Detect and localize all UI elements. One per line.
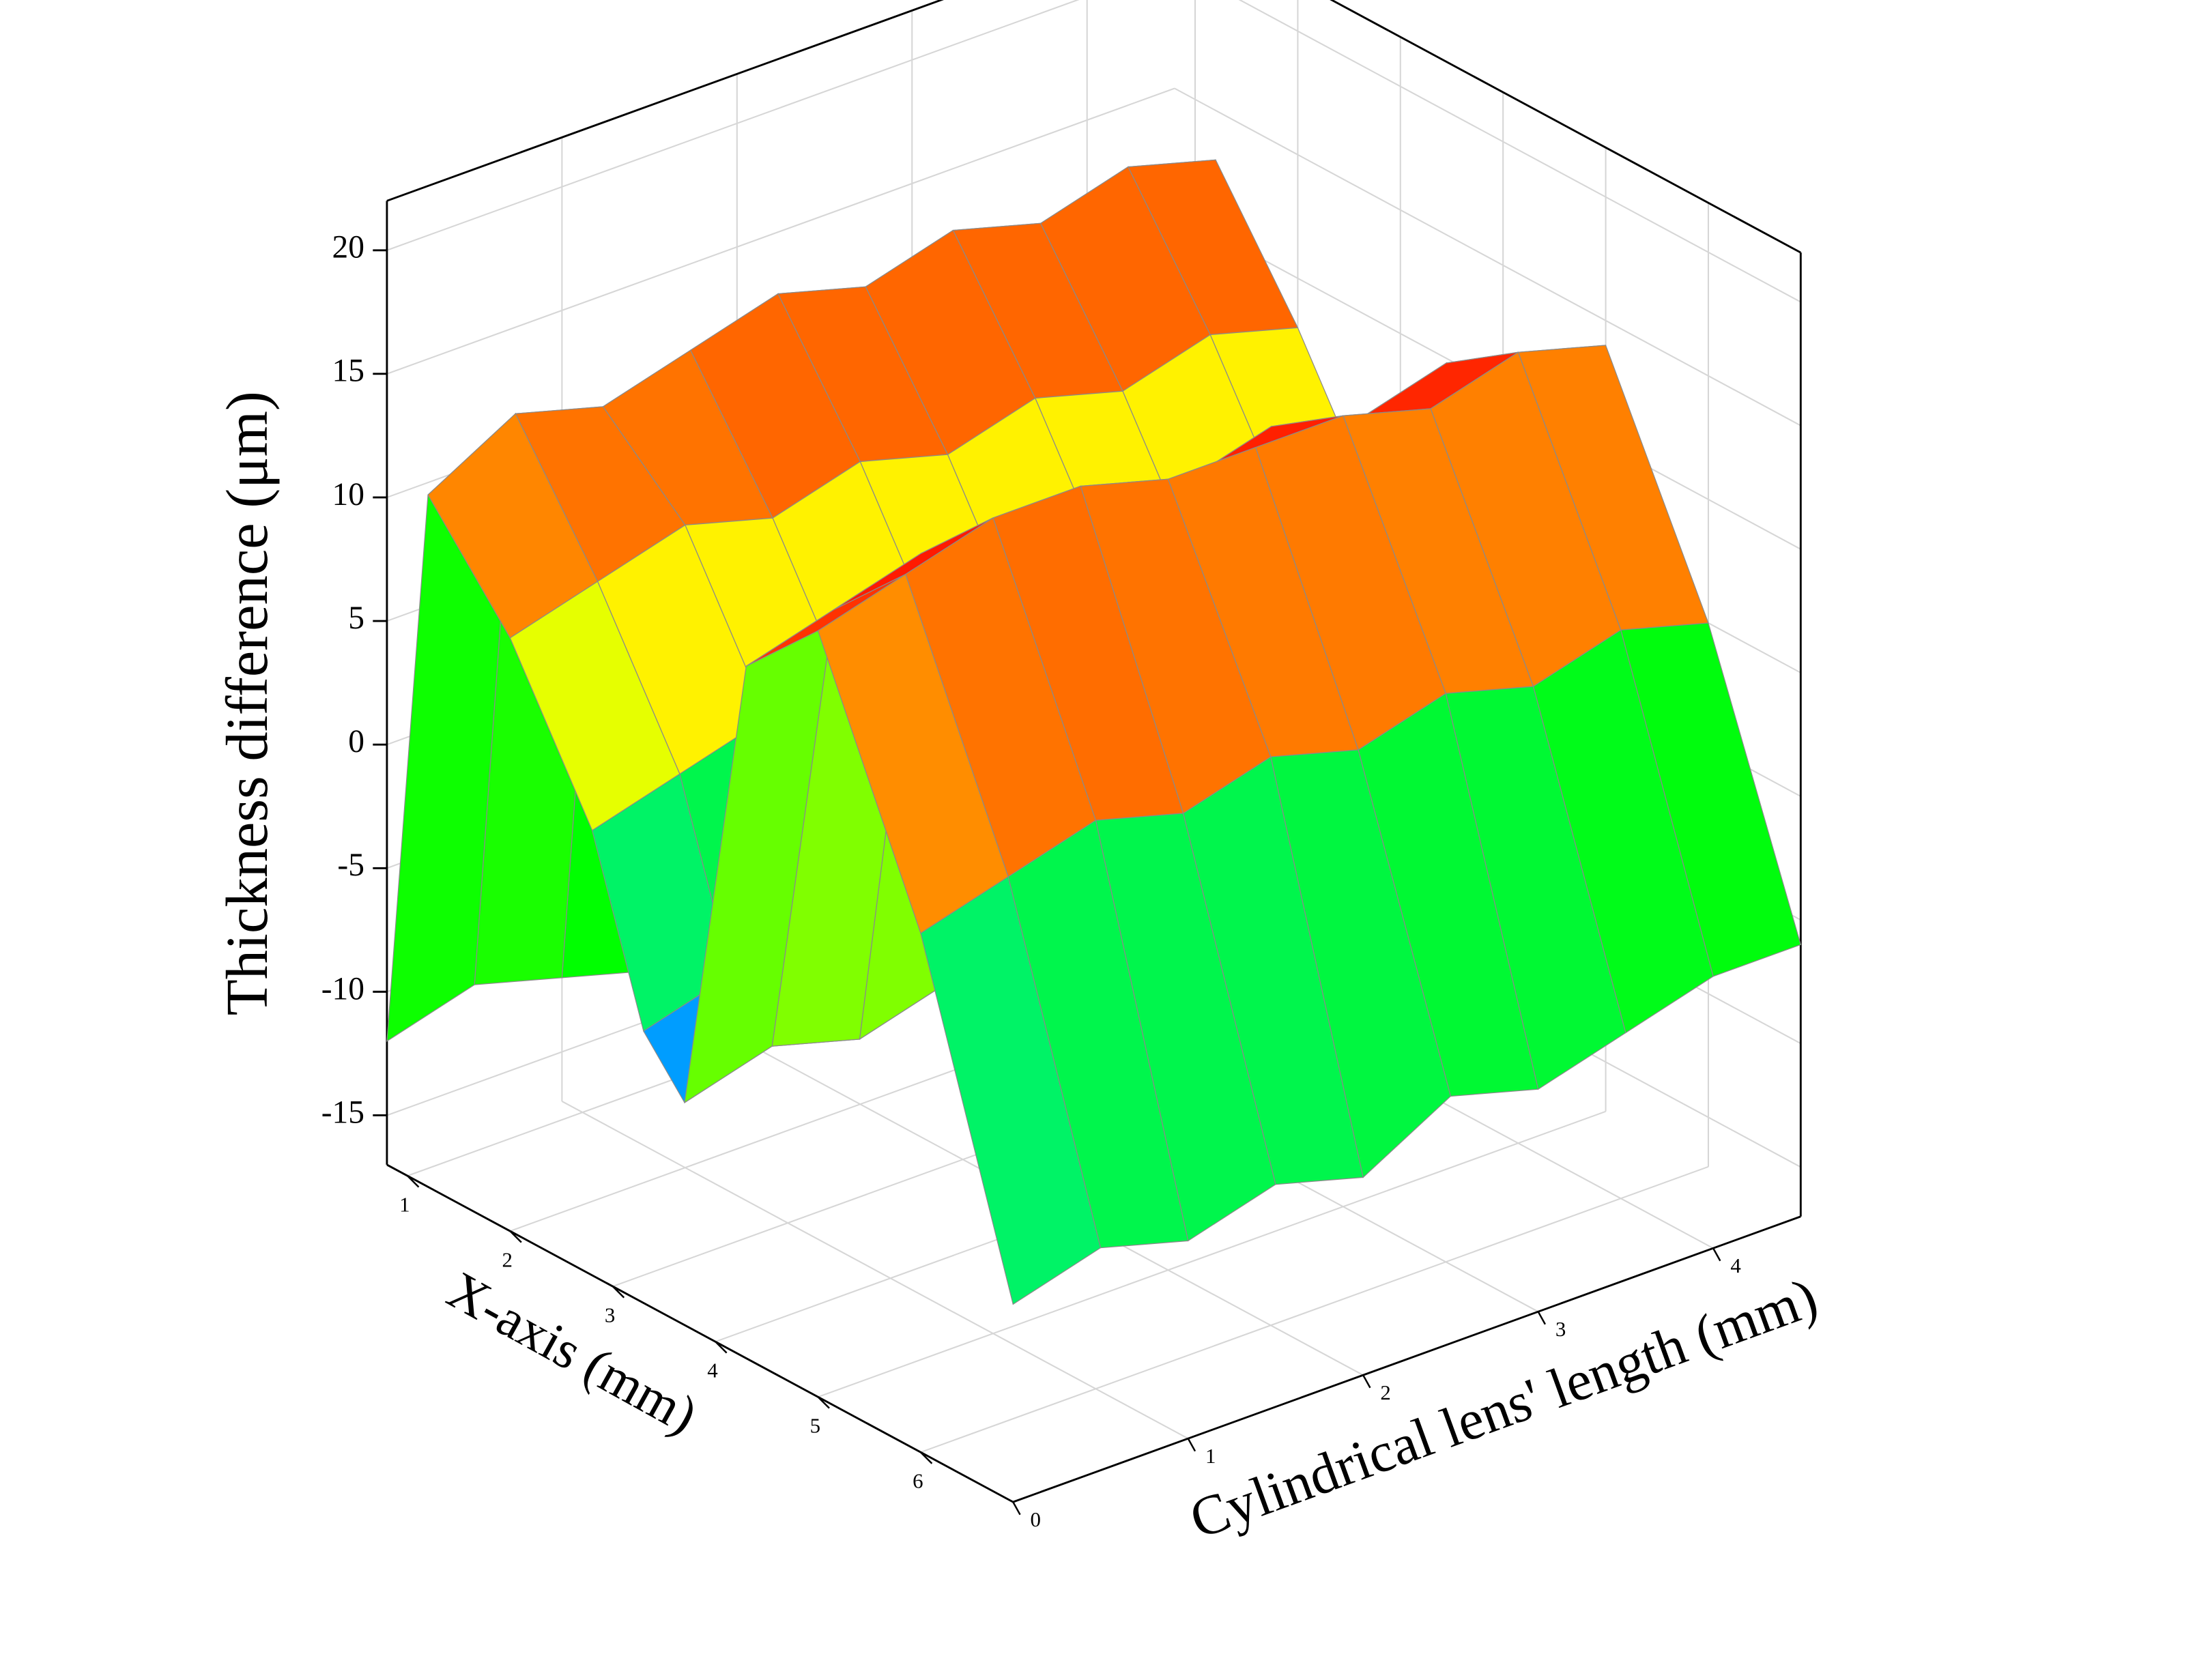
tick-mark: [920, 1451, 933, 1464]
x-tick-label: 4: [707, 1359, 717, 1382]
tick-mark: [407, 1175, 420, 1188]
y-tick-label: 1: [1205, 1444, 1216, 1468]
z-tick-label: -15: [321, 1095, 364, 1130]
z-tick-label: 15: [332, 353, 364, 389]
z-axis-title: Thickness difference (μm): [214, 391, 280, 1015]
tick-mark: [817, 1396, 830, 1409]
tick-mark: [509, 1230, 522, 1243]
grid-line: [386, 0, 1080, 251]
grid-line: [386, 87, 1175, 375]
z-tick-label: 0: [348, 724, 364, 759]
axis-line: [1012, 1215, 1801, 1503]
tick-mark: [1712, 1247, 1721, 1262]
axis-line: [1330, 0, 1801, 254]
axis-line: [386, 0, 944, 202]
x-tick-label: 2: [502, 1248, 513, 1272]
z-tick-label: 20: [332, 230, 364, 265]
y-tick-label: 2: [1380, 1380, 1390, 1404]
tick-mark: [1187, 1438, 1196, 1452]
grid-line: [1238, 0, 1801, 303]
tick-mark: [1537, 1311, 1547, 1325]
y-tick-label: 3: [1555, 1317, 1566, 1341]
grid-line: [920, 1165, 1709, 1453]
x-tick-label: 3: [605, 1303, 615, 1327]
x-tick-label: 1: [399, 1193, 410, 1217]
y-tick-label: 0: [1031, 1507, 1041, 1531]
axis-line: [386, 1163, 1014, 1503]
y-tick-label: 4: [1730, 1254, 1740, 1277]
tick-mark: [1012, 1501, 1021, 1516]
x-axis-title: X-axis (mm): [438, 1260, 707, 1445]
surface-patch: [920, 875, 1102, 1305]
grid-line: [818, 1110, 1606, 1398]
z-tick-label: -10: [321, 971, 364, 1006]
z-tick-label: 5: [348, 600, 364, 636]
x-tick-label: 6: [913, 1469, 923, 1493]
z-tick-label: 10: [332, 477, 364, 512]
tick-mark: [612, 1286, 625, 1299]
grid-line: [1174, 87, 1801, 426]
plot-area: Thickness difference (μm) X-axis (mm) Cy…: [214, 0, 1825, 1550]
x-tick-label: 5: [810, 1414, 820, 1438]
y-axis-title: Cylindrical lens' length (mm): [1182, 1266, 1825, 1550]
grid-line: [561, 1101, 1189, 1440]
tick-mark: [1362, 1374, 1371, 1389]
z-tick-label: -5: [337, 848, 364, 883]
tick-mark: [715, 1341, 728, 1354]
